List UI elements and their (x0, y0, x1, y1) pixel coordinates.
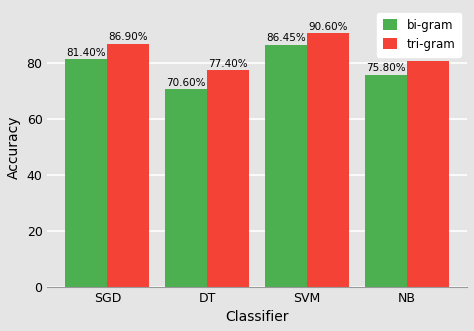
Bar (107, 44, 149, 287)
Y-axis label: Accuracy: Accuracy (7, 115, 21, 178)
Text: 90.60%: 90.60% (309, 22, 348, 32)
X-axis label: Classifier: Classifier (226, 310, 289, 324)
Text: 86.45%: 86.45% (266, 33, 306, 43)
Text: 81.40%: 81.40% (66, 48, 106, 58)
Text: 80.82%: 80.82% (408, 49, 448, 59)
Bar (407, 61, 449, 287)
Bar (65, 59, 107, 287)
Text: 70.60%: 70.60% (166, 78, 206, 88)
Bar (265, 45, 307, 287)
Bar (165, 89, 207, 287)
Text: 75.80%: 75.80% (366, 63, 406, 73)
Legend: bi-gram, tri-gram: bi-gram, tri-gram (377, 13, 461, 57)
Bar (307, 33, 349, 287)
Bar (365, 74, 407, 287)
Text: 86.90%: 86.90% (109, 32, 148, 42)
Bar (207, 70, 249, 287)
Text: 77.40%: 77.40% (209, 59, 248, 69)
